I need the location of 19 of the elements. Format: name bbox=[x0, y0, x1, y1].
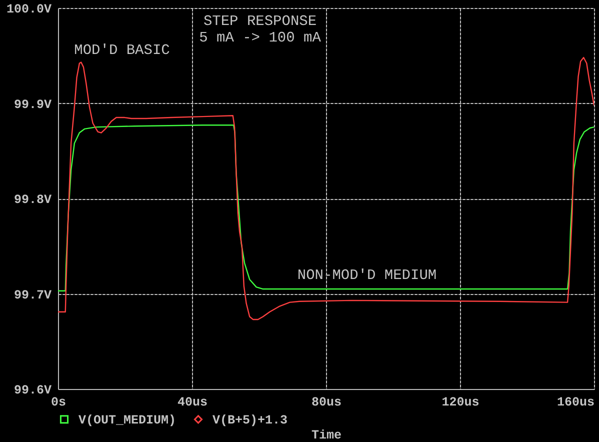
x-tick-label: 160us bbox=[556, 396, 594, 410]
y-tick-label: 100.0V bbox=[6, 2, 52, 16]
y-tick-label: 99.9V bbox=[14, 98, 52, 112]
annotation: MOD'D BASIC bbox=[74, 43, 170, 59]
y-tick-label: 99.8V bbox=[14, 193, 52, 207]
line-series bbox=[58, 124, 594, 292]
x-axis-title: Time bbox=[311, 428, 342, 442]
text: 5 mA -> 100 mA bbox=[199, 30, 322, 46]
chart-title: STEP RESPONSE bbox=[203, 14, 317, 30]
annotation: NON-MOD'D MEDIUM bbox=[297, 268, 437, 284]
legend-label: V(OUT_MEDIUM) bbox=[78, 413, 176, 428]
y-tick-label: 99.7V bbox=[14, 288, 52, 302]
legend-label: V(B+5)+1.3 bbox=[212, 413, 288, 428]
x-tick-label: 120us bbox=[442, 396, 480, 410]
y-tick-label: 99.6V bbox=[14, 384, 52, 398]
x-tick-label: 0s bbox=[50, 396, 66, 410]
x-tick-label: 40us bbox=[177, 396, 208, 410]
x-tick-label: 80us bbox=[311, 396, 342, 410]
line-series bbox=[58, 56, 594, 320]
